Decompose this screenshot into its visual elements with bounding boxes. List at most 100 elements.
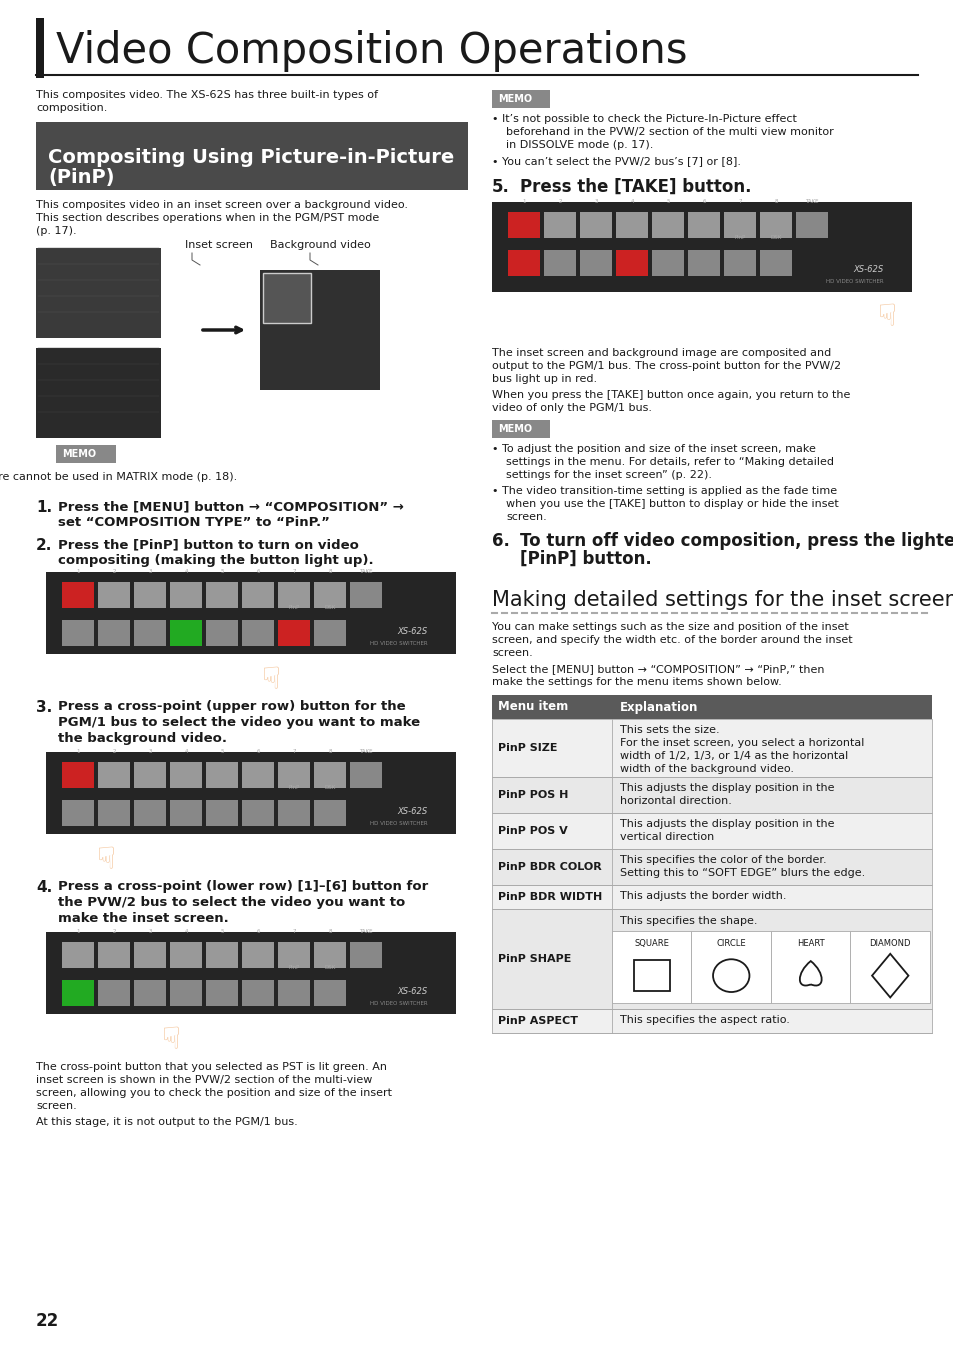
Text: 7: 7 [738, 198, 741, 204]
Text: HD VIDEO SWITCHER: HD VIDEO SWITCHER [825, 279, 883, 284]
Bar [62, 582, 94, 608]
Bar [98, 801, 130, 826]
Text: bus light up in red.: bus light up in red. [492, 374, 597, 383]
Text: horizontal direction.: horizontal direction. [619, 796, 731, 806]
Bar [314, 801, 346, 826]
Text: MEMO: MEMO [497, 424, 532, 433]
Bar [98, 582, 130, 608]
Text: 6: 6 [256, 929, 259, 934]
Text: 2: 2 [558, 198, 561, 204]
Text: 2: 2 [112, 749, 115, 755]
Text: ☞: ☞ [152, 1025, 180, 1053]
Text: Press the [MENU] button → “COMPOSITION” →: Press the [MENU] button → “COMPOSITION” … [58, 500, 403, 513]
Text: settings for the inset screen” (p. 22).: settings for the inset screen” (p. 22). [505, 470, 711, 481]
Bar [277, 980, 310, 1006]
Text: 7: 7 [292, 749, 295, 755]
Text: Press the [TAKE] button.: Press the [TAKE] button. [519, 178, 751, 196]
Text: Making detailed settings for the inset screen: Making detailed settings for the inset s… [492, 590, 953, 610]
Bar [543, 212, 576, 238]
Text: 1: 1 [76, 749, 80, 755]
Bar [651, 250, 683, 275]
Bar [242, 980, 274, 1006]
Text: 8: 8 [328, 749, 332, 755]
Bar [314, 942, 346, 968]
Bar [206, 801, 237, 826]
Text: 4: 4 [184, 568, 188, 574]
Bar [242, 582, 274, 608]
Bar [691, 931, 770, 1003]
Text: This composites video in an inset screen over a background video.: This composites video in an inset screen… [36, 200, 408, 211]
Bar [277, 942, 310, 968]
Bar [350, 582, 381, 608]
Bar [62, 942, 94, 968]
Text: HD VIDEO SWITCHER: HD VIDEO SWITCHER [370, 1000, 428, 1006]
Bar [687, 250, 720, 275]
Bar [492, 1008, 931, 1033]
Bar [760, 212, 791, 238]
Text: PinP ASPECT: PinP ASPECT [497, 1017, 578, 1026]
Bar [242, 620, 274, 647]
Text: This specifies the aspect ratio.: This specifies the aspect ratio. [619, 1015, 789, 1025]
Bar [277, 761, 310, 788]
Text: 8: 8 [774, 198, 777, 204]
Bar [492, 909, 931, 1008]
Text: For the inset screen, you select a horizontal: For the inset screen, you select a horiz… [619, 738, 863, 748]
Text: 1: 1 [521, 198, 525, 204]
Text: beforehand in the PVW/2 section of the multi view monitor: beforehand in the PVW/2 section of the m… [505, 127, 833, 136]
Text: PinP SHAPE: PinP SHAPE [497, 954, 571, 964]
Bar [543, 250, 576, 275]
Bar [98, 620, 130, 647]
Text: 8: 8 [328, 929, 332, 934]
Text: 6: 6 [701, 198, 705, 204]
Bar [314, 620, 346, 647]
Text: composition.: composition. [36, 103, 108, 113]
Bar [770, 931, 850, 1003]
Text: in DISSOLVE mode (p. 17).: in DISSOLVE mode (p. 17). [505, 140, 653, 150]
Text: PGM/1 bus to select the video you want to make: PGM/1 bus to select the video you want t… [58, 716, 419, 729]
Text: PinP: PinP [734, 235, 745, 240]
Text: XS-62S: XS-62S [397, 807, 428, 815]
Text: SQUARE: SQUARE [634, 940, 668, 948]
Bar [133, 980, 166, 1006]
Text: 4: 4 [184, 929, 188, 934]
Ellipse shape [712, 960, 749, 992]
Bar [314, 761, 346, 788]
Text: Inset screen: Inset screen [185, 240, 253, 250]
Bar [98, 980, 130, 1006]
Text: ☞: ☞ [252, 666, 280, 693]
Bar [492, 720, 931, 778]
Bar [579, 212, 612, 238]
Text: 1: 1 [76, 929, 80, 934]
Text: DIAMOND: DIAMOND [868, 940, 910, 948]
Bar [492, 813, 931, 849]
Bar [133, 801, 166, 826]
Bar [98, 761, 130, 788]
Text: To turn off video composition, press the lighted: To turn off video composition, press the… [519, 532, 953, 549]
Bar [260, 270, 379, 390]
Text: set “COMPOSITION TYPE” to “PinP.”: set “COMPOSITION TYPE” to “PinP.” [58, 516, 330, 529]
Text: HEART: HEART [796, 940, 823, 948]
Bar [206, 620, 237, 647]
Bar [170, 582, 202, 608]
Text: 8: 8 [328, 568, 332, 574]
Text: TAKE: TAKE [359, 749, 373, 755]
Text: the PVW/2 bus to select the video you want to: the PVW/2 bus to select the video you wa… [58, 896, 405, 909]
Text: 4: 4 [630, 198, 633, 204]
Text: 5: 5 [220, 568, 224, 574]
Text: DSK: DSK [324, 784, 335, 790]
Text: video of only the PGM/1 bus.: video of only the PGM/1 bus. [492, 404, 651, 413]
Text: ☞: ☞ [866, 302, 896, 329]
Text: MEMO: MEMO [62, 450, 96, 459]
Text: settings in the menu. For details, refer to “Making detailed: settings in the menu. For details, refer… [505, 458, 833, 467]
Text: • You can’t select the PVW/2 bus’s [7] or [8].: • You can’t select the PVW/2 bus’s [7] o… [492, 157, 740, 166]
Text: 22: 22 [36, 1312, 59, 1330]
Text: 3.: 3. [36, 701, 52, 716]
Text: DSK: DSK [324, 605, 335, 610]
Text: when you use the [TAKE] button to display or hide the inset: when you use the [TAKE] button to displa… [505, 500, 838, 509]
Bar [616, 250, 647, 275]
Text: screen, and specify the width etc. of the border around the inset: screen, and specify the width etc. of th… [492, 634, 852, 645]
Text: 4.: 4. [36, 880, 52, 895]
Bar [277, 582, 310, 608]
Text: 2: 2 [112, 929, 115, 934]
Text: Press the [PinP] button to turn on video: Press the [PinP] button to turn on video [58, 539, 358, 551]
